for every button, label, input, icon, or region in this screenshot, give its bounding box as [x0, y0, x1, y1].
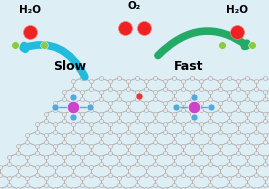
- Text: O₂: O₂: [128, 1, 141, 11]
- Text: Slow: Slow: [53, 60, 87, 73]
- FancyArrowPatch shape: [158, 31, 247, 56]
- Text: Fast: Fast: [174, 60, 203, 73]
- FancyArrowPatch shape: [23, 45, 85, 77]
- Text: H₂O: H₂O: [19, 5, 41, 15]
- Text: H₂O: H₂O: [226, 5, 248, 15]
